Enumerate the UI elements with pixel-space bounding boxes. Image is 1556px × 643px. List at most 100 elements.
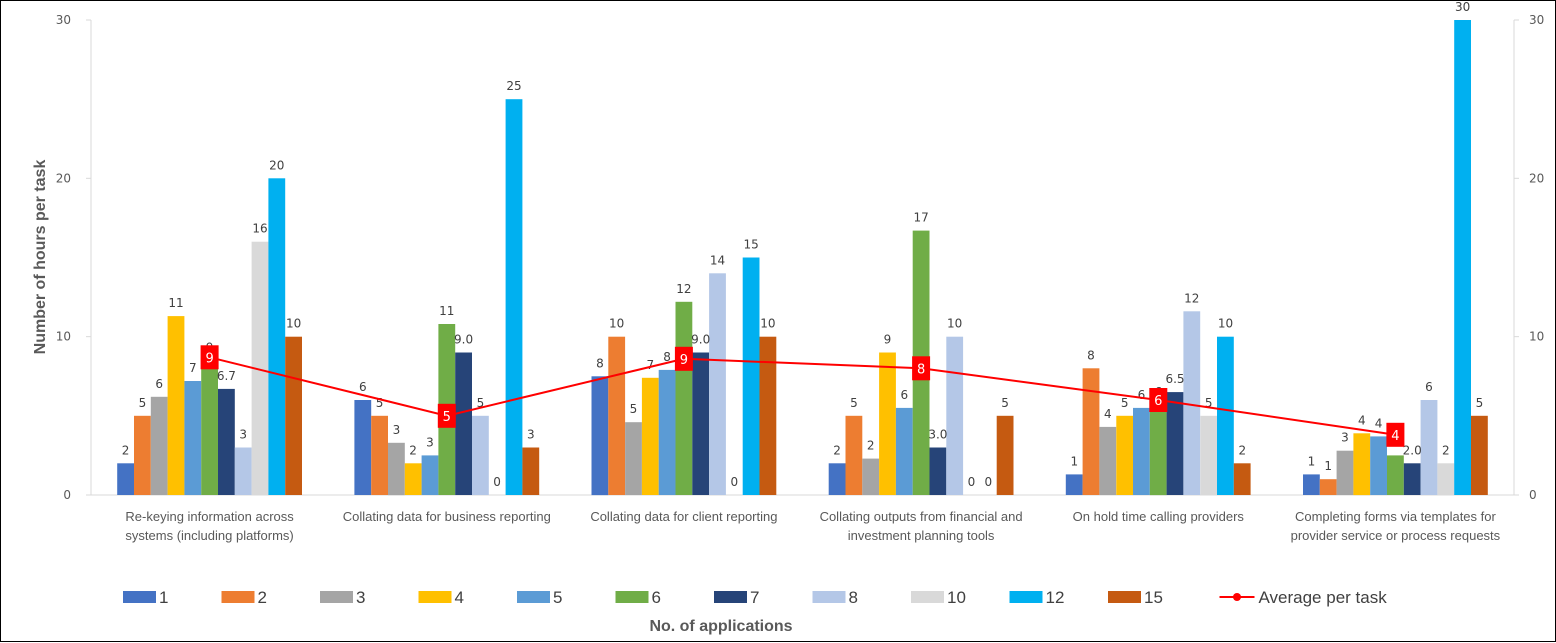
bar-data-label: 3 — [393, 423, 401, 437]
average-marker — [1386, 422, 1405, 447]
bar-data-label: 10 — [947, 317, 962, 331]
bar-series-3 — [1099, 426, 1117, 495]
bar-series-1 — [1303, 474, 1320, 495]
legend-swatch-7 — [714, 591, 747, 603]
bar-data-label: 5 — [139, 396, 147, 410]
bar-data-label: 3 — [1341, 431, 1349, 445]
bar-series-6 — [675, 301, 693, 495]
bar-data-label: 6.5 — [1165, 372, 1184, 386]
category-label: provider service or process requests — [1291, 528, 1501, 543]
legend-swatch-15 — [1108, 591, 1141, 603]
category-label: Collating outputs from financial and — [820, 509, 1023, 524]
legend-label: 5 — [553, 588, 562, 607]
bar-series-12 — [268, 178, 286, 496]
category-label: Collating data for client reporting — [590, 509, 777, 524]
bars — [117, 20, 1488, 496]
bar-data-label: 2 — [122, 443, 130, 457]
y-tick-label-left: 10 — [56, 330, 71, 344]
bar-data-label: 2 — [409, 443, 417, 457]
bar-series-3 — [1336, 450, 1354, 495]
bar-series-15 — [759, 336, 777, 495]
bar-series-15 — [522, 447, 540, 495]
category-label: Collating data for business reporting — [343, 509, 551, 524]
legend-swatch-1 — [123, 591, 156, 603]
bar-data-label: 3 — [527, 428, 535, 442]
bar-data-label: 6 — [359, 380, 367, 394]
bar-data-label: 2 — [833, 443, 841, 457]
bar-data-label: 30 — [1455, 1, 1470, 14]
y-tick-label-right: 30 — [1529, 13, 1544, 27]
bar-data-label: 3 — [239, 428, 247, 442]
bar-data-label: 8 — [596, 356, 604, 370]
bar-data-label: 20 — [269, 158, 284, 172]
bar-data-label: 0 — [493, 475, 501, 489]
bar-series-2 — [371, 415, 388, 495]
legend-swatch-6 — [615, 591, 649, 603]
bar-series-2 — [608, 336, 626, 495]
bar-data-label: 0 — [968, 475, 976, 489]
bar-data-label: 2 — [1238, 443, 1246, 457]
average-data-label: 9 — [680, 353, 688, 368]
bar-data-label: 7 — [646, 358, 654, 372]
bar-series-1 — [354, 400, 372, 495]
legend-label: 8 — [849, 588, 858, 607]
bar-series-7 — [218, 388, 235, 495]
bar-series-1 — [591, 376, 609, 496]
bar-data-label: 5 — [1205, 396, 1213, 410]
legend-label: 2 — [258, 588, 267, 607]
y-tick-label-left: 20 — [56, 171, 71, 185]
bar-data-label: 1 — [1070, 454, 1078, 468]
category-label: Re-keying information across — [125, 509, 294, 524]
bar-data-label: 6 — [1425, 380, 1433, 394]
average-marker — [437, 403, 456, 428]
legend-swatch-4 — [418, 591, 452, 603]
bar-data-label: 2 — [867, 439, 875, 453]
bar-data-label: 11 — [439, 304, 454, 318]
bar-series-8 — [709, 273, 726, 495]
bar-series-5 — [895, 407, 913, 495]
category-label: investment planning tools — [848, 528, 995, 543]
bar-series-8 — [1420, 400, 1438, 495]
bar-series-7 — [1166, 392, 1184, 495]
average-data-label: 9 — [205, 351, 213, 366]
bar-data-label: 4 — [1358, 413, 1366, 427]
bar-series-10 — [1437, 463, 1455, 495]
bar-series-8 — [946, 336, 964, 495]
legend: 1 2 3 4 5 6 7 8 10 12 15 Average per task — [123, 588, 1387, 607]
bar-series-5 — [1370, 436, 1387, 495]
bar-series-7 — [929, 447, 947, 495]
bar-series-6 — [201, 360, 218, 495]
category-label: systems (including platforms) — [125, 528, 293, 543]
bar-series-8 — [234, 447, 252, 495]
bar-series-1 — [1065, 474, 1083, 495]
bar-series-6 — [1149, 404, 1167, 496]
bar-data-labels: 25611796.7316201065323119.05025381057812… — [122, 1, 1483, 489]
bar-series-5 — [184, 381, 202, 495]
bar-data-label: 15 — [743, 238, 758, 252]
y-tick-label-right: 10 — [1529, 330, 1544, 344]
bar-data-label: 0 — [730, 475, 738, 489]
bar-data-label: 6 — [900, 388, 908, 402]
bar-data-label: 10 — [609, 317, 624, 331]
bar-data-label: 0 — [984, 475, 992, 489]
legend-swatch-12 — [1009, 591, 1043, 603]
bar-series-10 — [1200, 415, 1218, 495]
average-marker — [912, 356, 931, 381]
legend-swatch-5 — [517, 591, 550, 603]
legend-label: 4 — [455, 588, 464, 607]
bar-data-label: 10 — [286, 317, 301, 331]
bar-series-5 — [658, 369, 676, 495]
bar-series-3 — [150, 396, 168, 495]
bar-series-2 — [134, 415, 151, 495]
average-marker — [200, 345, 219, 370]
bar-series-4 — [1116, 415, 1134, 495]
bar-data-label: 5 — [1001, 396, 1009, 410]
bar-series-3 — [625, 422, 642, 495]
legend-label: 6 — [652, 588, 661, 607]
bar-series-15 — [285, 336, 302, 495]
bar-series-2 — [1319, 479, 1337, 495]
y-tick-label-left: 30 — [56, 13, 71, 27]
